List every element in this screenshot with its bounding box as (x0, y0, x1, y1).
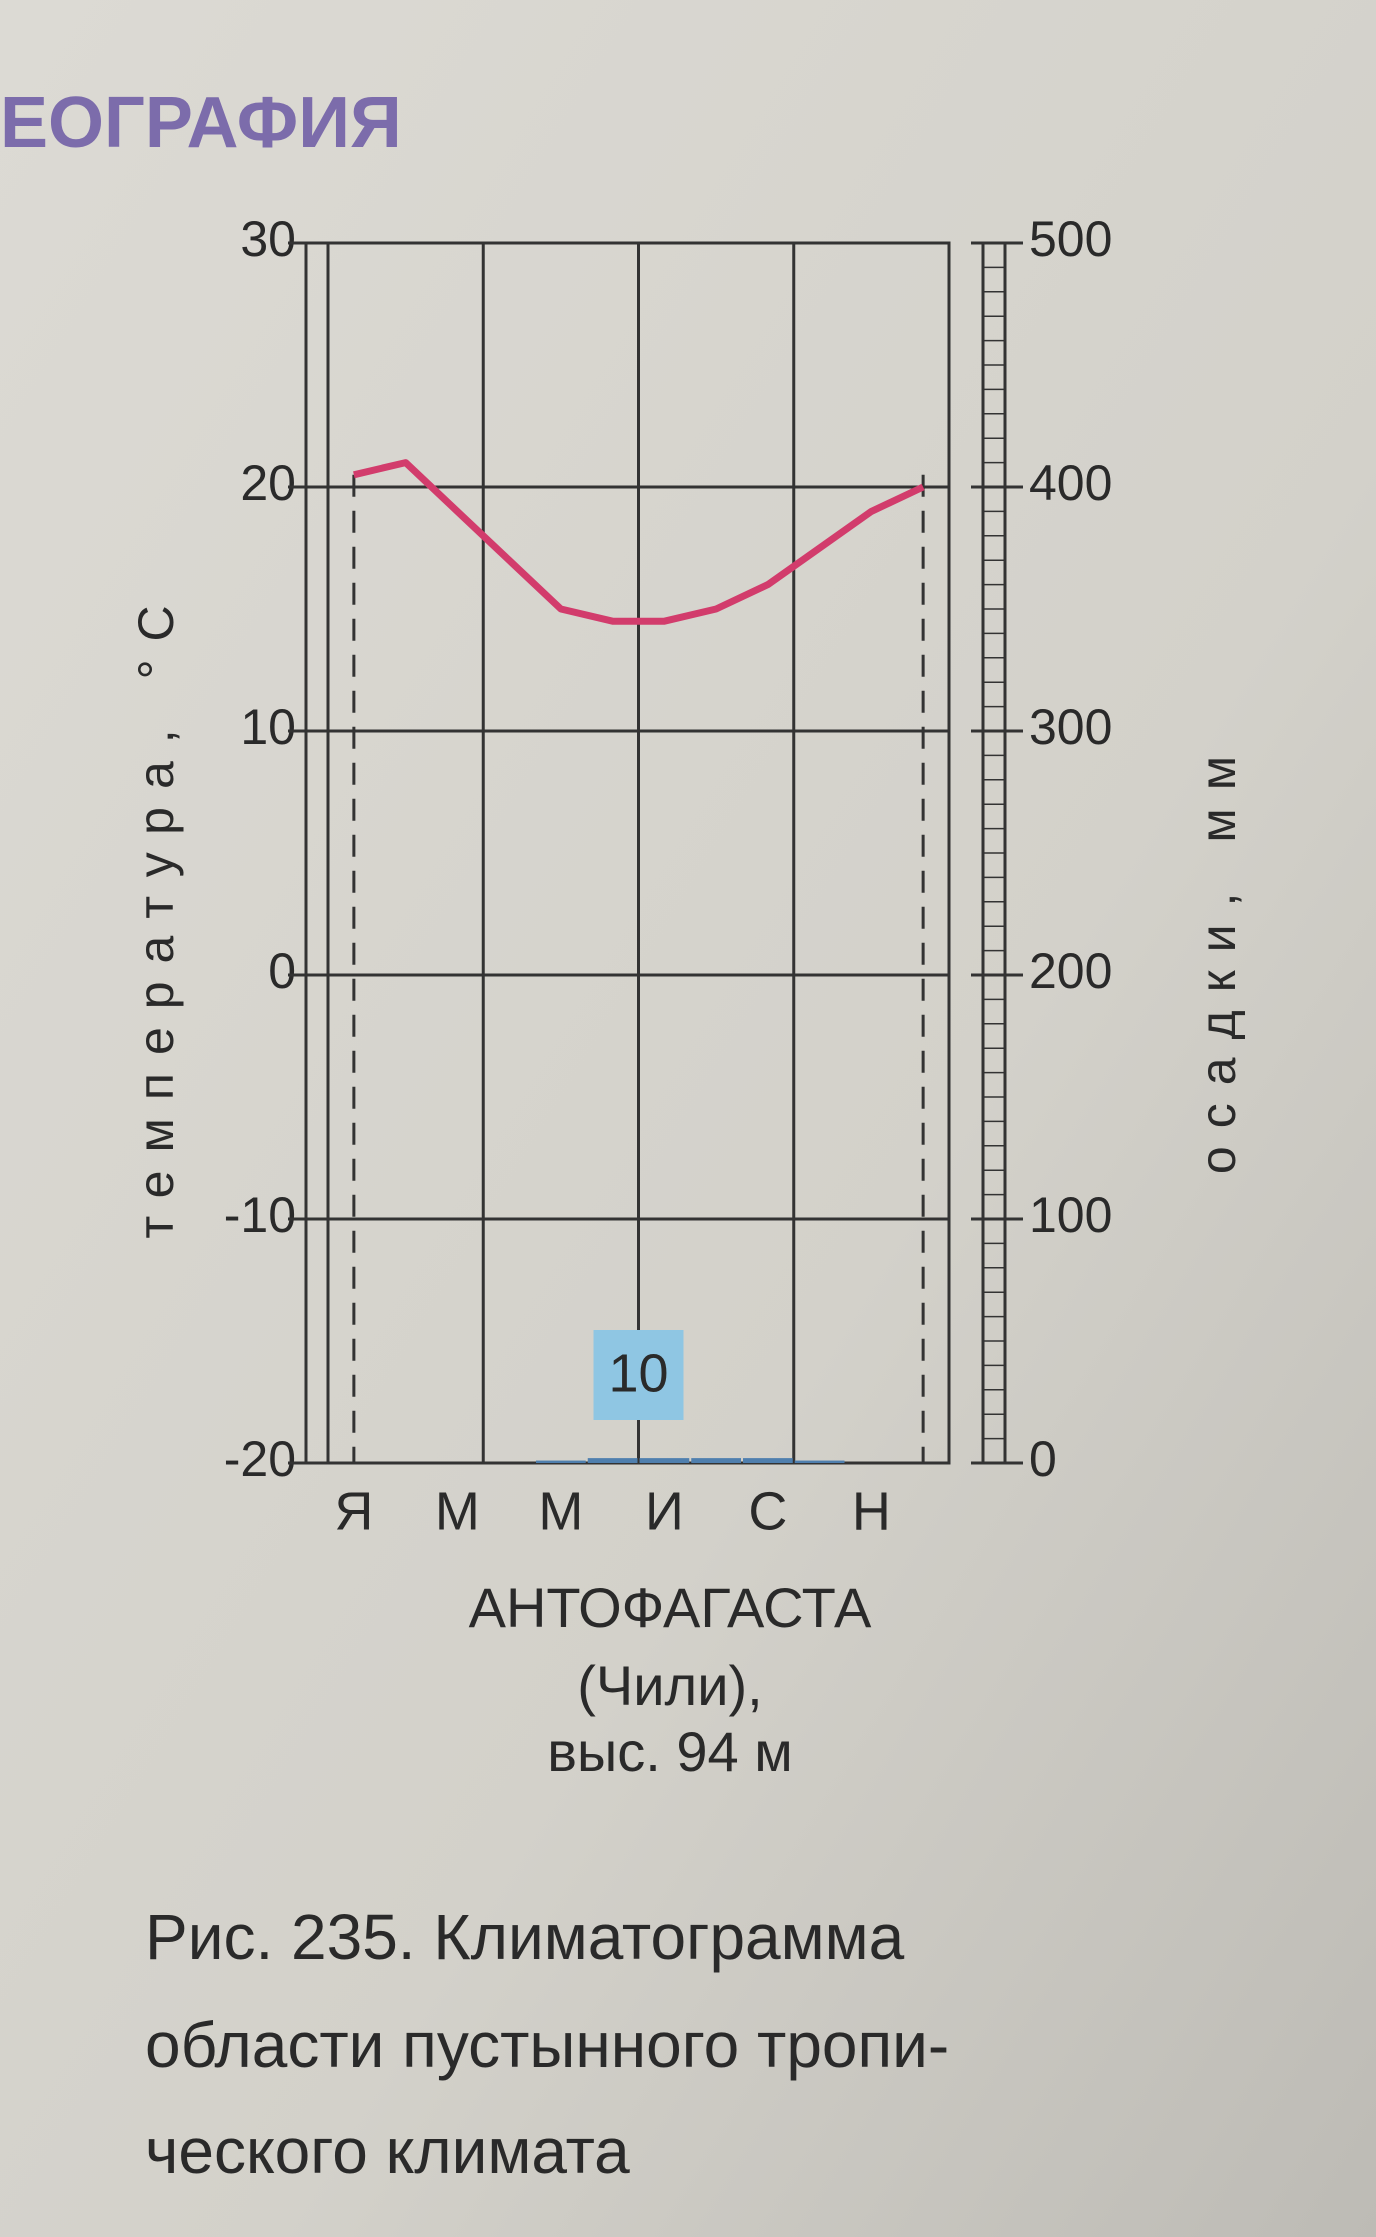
y2-tick-label: 200 (1029, 943, 1112, 999)
x-tick-label: М (538, 1481, 583, 1541)
y-tick-label: 0 (268, 943, 296, 999)
total-precipitation-box (593, 1330, 684, 1420)
y2-tick-label: 300 (1029, 699, 1112, 755)
x-tick-label: М (435, 1481, 480, 1541)
x-tick-label: Н (852, 1481, 891, 1541)
y-tick-label: -20 (224, 1431, 296, 1487)
precipitation-bar (794, 1460, 845, 1463)
precipitation-bar (536, 1460, 586, 1463)
y-tick-label: 20 (240, 455, 296, 511)
y2-tick-label: 0 (1029, 1431, 1057, 1487)
precipitation-bar (691, 1458, 741, 1463)
y2-tick-label: 500 (1029, 211, 1112, 267)
x-tick-label: С (748, 1481, 787, 1541)
total-precipitation: 10 (608, 1343, 668, 1403)
y-tick-label: 10 (240, 699, 296, 755)
y2-tick-label: 100 (1029, 1187, 1112, 1243)
station-altitude: выс. 94 м (547, 1720, 792, 1783)
precipitation-bar (587, 1458, 638, 1463)
precipitation-bar (639, 1458, 690, 1463)
y2-tick-label: 400 (1029, 455, 1112, 511)
x-tick-label: И (645, 1481, 684, 1541)
y2-axis-label: осадки, мм (1190, 738, 1246, 1174)
y-axis-label: температура, °С (128, 587, 184, 1238)
caption-line: Рис. 235. Климатограмма (145, 1901, 905, 1973)
temperature-line (353, 459, 925, 625)
y-tick-label: -10 (224, 1187, 296, 1243)
station-name: АНТОФАГАСТА (469, 1576, 872, 1639)
precipitation-bar (743, 1458, 793, 1463)
x-tick-label: Я (334, 1481, 373, 1541)
header: ЕОГРАФИЯ (0, 83, 402, 163)
caption-line: ческого климата (145, 2115, 630, 2187)
caption-line: области пустынного тропи- (145, 2009, 949, 2081)
y-tick-label: 30 (240, 211, 296, 267)
station-country: (Чили), (577, 1654, 762, 1717)
